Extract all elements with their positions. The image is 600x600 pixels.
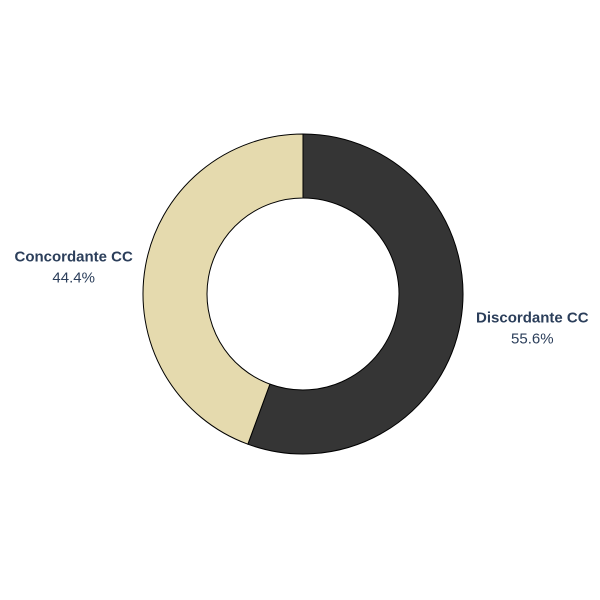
slice-concordante-cc: [142, 133, 304, 445]
donut-slices: [142, 133, 464, 455]
slice-label-percent-concordante-cc: 44.4%: [52, 270, 95, 287]
slice-discordante-cc: [247, 133, 464, 455]
slice-labels: Discordante CC 55.6% Concordante CC 44.4%: [15, 249, 589, 348]
slice-label-name-discordante-cc: Discordante CC: [476, 309, 589, 326]
slice-label-percent-discordante-cc: 55.6%: [511, 330, 554, 347]
slice-label-name-concordante-cc: Concordante CC: [15, 249, 134, 266]
